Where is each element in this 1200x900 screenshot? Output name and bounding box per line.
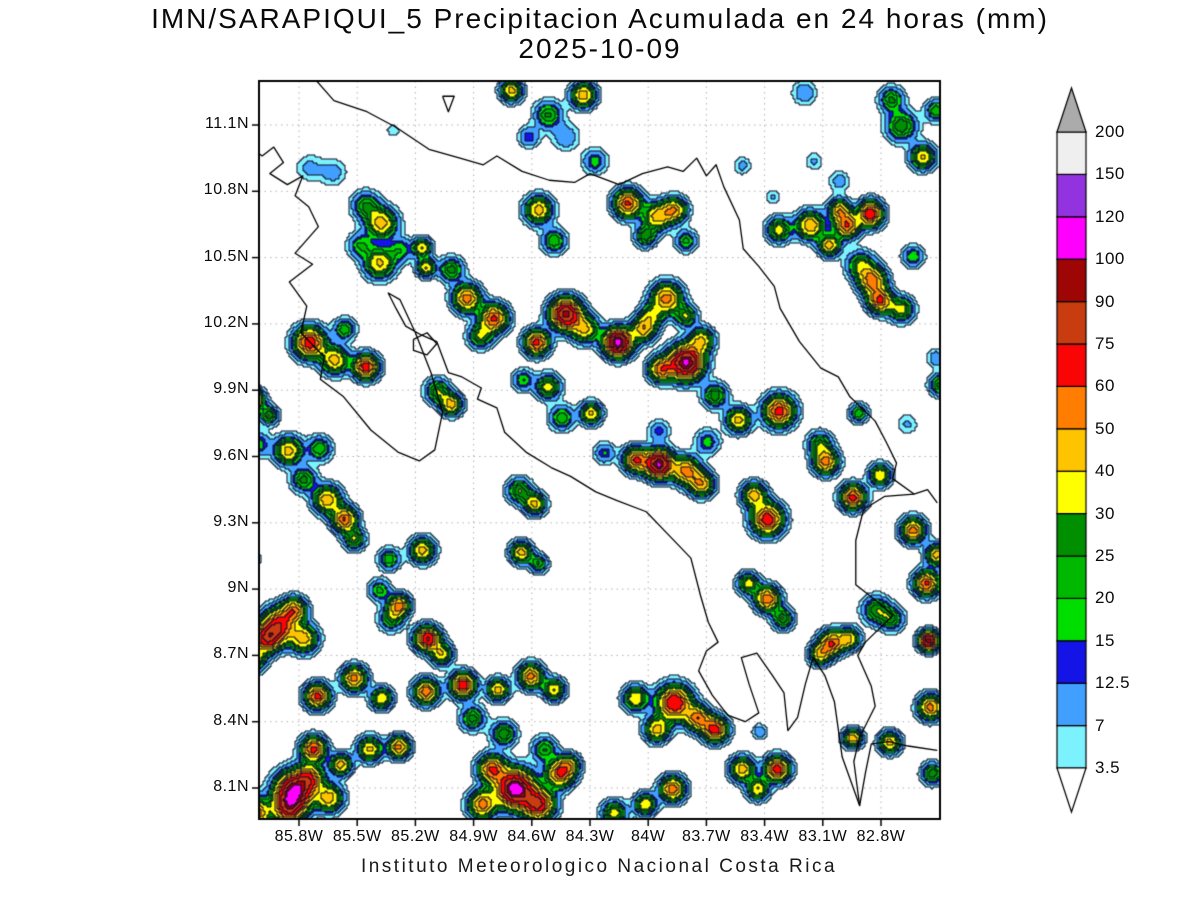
colorbar-tick-label: 3.5: [1095, 758, 1121, 777]
lat-tick-label: 9N: [227, 579, 249, 597]
lat-tick-label: 9.9N: [213, 380, 249, 398]
colorbar-tick-label: 50: [1095, 418, 1115, 438]
colorbar-tick-label: 100: [1095, 249, 1125, 269]
colorbar-tick-label: 25: [1095, 546, 1115, 565]
lon-tick-label: 82.8W: [856, 828, 906, 845]
lon-tick-label: 83.1W: [798, 828, 848, 845]
lat-tick-label: 10.8N: [203, 181, 249, 199]
colorbar-tick-label: 200: [1095, 122, 1125, 141]
lon-tick-label: 85.8W: [274, 828, 324, 845]
lat-tick-label: 10.2N: [203, 313, 249, 331]
lat-tick-label: 9.6N: [213, 446, 249, 464]
colorbar-tick-label: 75: [1095, 334, 1115, 353]
colorbar-tick-label: 150: [1095, 164, 1125, 184]
lon-tick-label: 83.7W: [682, 828, 731, 845]
lat-tick-label: 10.5N: [203, 247, 249, 265]
colorbar-tick-label: 15: [1095, 630, 1115, 650]
chart-date: 2025-10-09: [518, 33, 682, 64]
lat-tick-label: 8.4N: [213, 711, 249, 729]
colorbar-tick-label: 7: [1095, 715, 1105, 735]
lat-tick-label: 8.1N: [213, 778, 249, 795]
colorbar-tick-label: 60: [1095, 376, 1115, 396]
lon-tick-label: 84.6W: [507, 828, 557, 845]
chart-footer: Instituto Meteorologico Nacional Costa R…: [360, 856, 838, 877]
lon-tick-label: 85.2W: [391, 828, 440, 845]
lat-tick-label: 11.1N: [204, 115, 249, 132]
lon-tick-label: 85.5W: [332, 828, 382, 845]
lon-tick-label: 83.4W: [740, 828, 789, 845]
lat-tick-label: 9.3N: [213, 512, 249, 530]
colorbar-tick-label: 12.5: [1095, 673, 1131, 693]
lon-tick-label: 84W: [630, 828, 666, 845]
lon-tick-label: 84.9W: [449, 828, 498, 845]
colorbar-tick-label: 20: [1095, 588, 1115, 608]
chart-title: IMN/SARAPIQUI_5 Precipitacion Acumulada …: [151, 3, 1049, 34]
colorbar-tick-label: 90: [1095, 291, 1115, 311]
colorbar-tick-label: 40: [1095, 461, 1115, 481]
lon-tick-label: 84.3W: [565, 828, 615, 845]
colorbar-tick-label: 30: [1095, 503, 1115, 523]
lat-tick-label: 8.7N: [213, 645, 249, 663]
colorbar-tick-label: 120: [1095, 206, 1125, 226]
